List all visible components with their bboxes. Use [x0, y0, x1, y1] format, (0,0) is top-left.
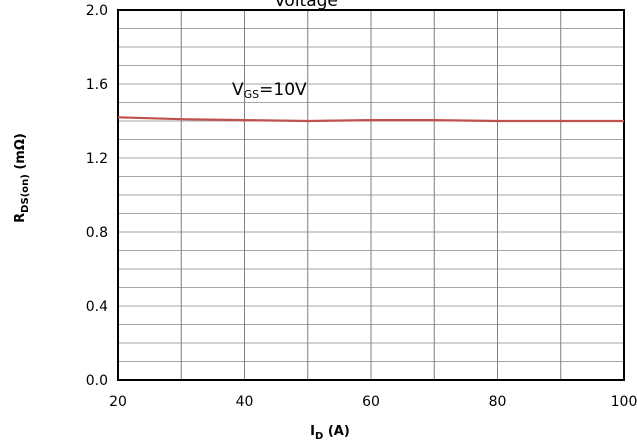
x-tick-label: 40	[236, 394, 254, 410]
annotation-sub: GS	[244, 88, 260, 101]
series-layer	[117, 116, 624, 123]
y-axis-label-tail: (mΩ)	[13, 133, 28, 174]
x-tick-label: 60	[362, 394, 380, 410]
x-tick-label: 100	[611, 394, 637, 410]
y-axis-label: RDS(on) (mΩ)	[13, 133, 31, 223]
y-tick-label: 1.2	[86, 151, 108, 167]
y-tick-label: 2.0	[86, 3, 108, 19]
y-tick-label: 1.6	[86, 77, 108, 93]
annotation-tail: =10V	[259, 80, 307, 100]
x-axis-label-main: I	[310, 424, 315, 439]
x-tick-label: 80	[489, 394, 507, 410]
x-axis-label: ID (A)	[310, 424, 350, 442]
plot-frame	[117, 9, 625, 381]
grid-major	[180, 10, 562, 380]
y-tick-label: 0.8	[86, 225, 108, 241]
y-axis-label-main: R	[13, 213, 28, 223]
y-tick-label: 0.4	[86, 299, 108, 315]
y-axis-label-sub: DS(on)	[20, 174, 31, 213]
annotation-main: V	[232, 80, 244, 100]
x-axis-label-tail: (A)	[323, 424, 349, 439]
x-tick-label: 20	[109, 394, 127, 410]
y-tick-label: 0.0	[86, 373, 108, 389]
annotation-vgs: VGS=10V	[232, 80, 307, 101]
x-tick-labels: 20 40 60 80 100	[109, 394, 637, 410]
y-tick-labels: 0.0 0.4 0.8 1.2 1.6 2.0	[86, 3, 108, 389]
series-line	[117, 116, 624, 123]
x-axis-label-sub: D	[315, 431, 323, 442]
chart-title: Voltage	[274, 0, 338, 11]
